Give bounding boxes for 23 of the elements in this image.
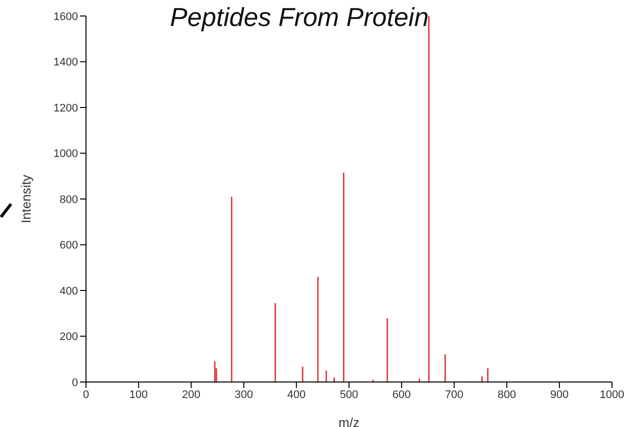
- x-tick-label: 100: [129, 388, 148, 401]
- x-tick-label: 200: [182, 388, 200, 401]
- x-tick-label: 1000: [600, 388, 624, 401]
- x-tick-label: 0: [82, 388, 90, 401]
- x-tick-label: 800: [498, 388, 516, 401]
- x-tick-label: 500: [340, 388, 358, 401]
- x-axis-title: m/z: [338, 415, 360, 427]
- y-tick-label: 0: [72, 376, 78, 389]
- y-tick-label: 200: [60, 331, 78, 344]
- y-tick-label: 1400: [54, 56, 78, 69]
- y-axis-title: Intensity: [18, 174, 34, 224]
- x-tick-label: 400: [287, 388, 306, 401]
- y-tick-label: 600: [60, 240, 78, 252]
- y-tick-label: 400: [60, 285, 78, 298]
- x-tick-label: 900: [550, 388, 569, 401]
- chart-title: Peptides From Protein: [170, 2, 429, 33]
- x-tick-label: 700: [445, 388, 464, 401]
- y-tick-label: 1200: [54, 102, 78, 114]
- y-tick-label: 1000: [54, 148, 78, 160]
- x-tick-label: 300: [234, 388, 253, 401]
- y-tick-label: 800: [60, 194, 78, 206]
- x-tick-label: 600: [392, 388, 411, 401]
- y-tick-label: 1600: [54, 10, 78, 23]
